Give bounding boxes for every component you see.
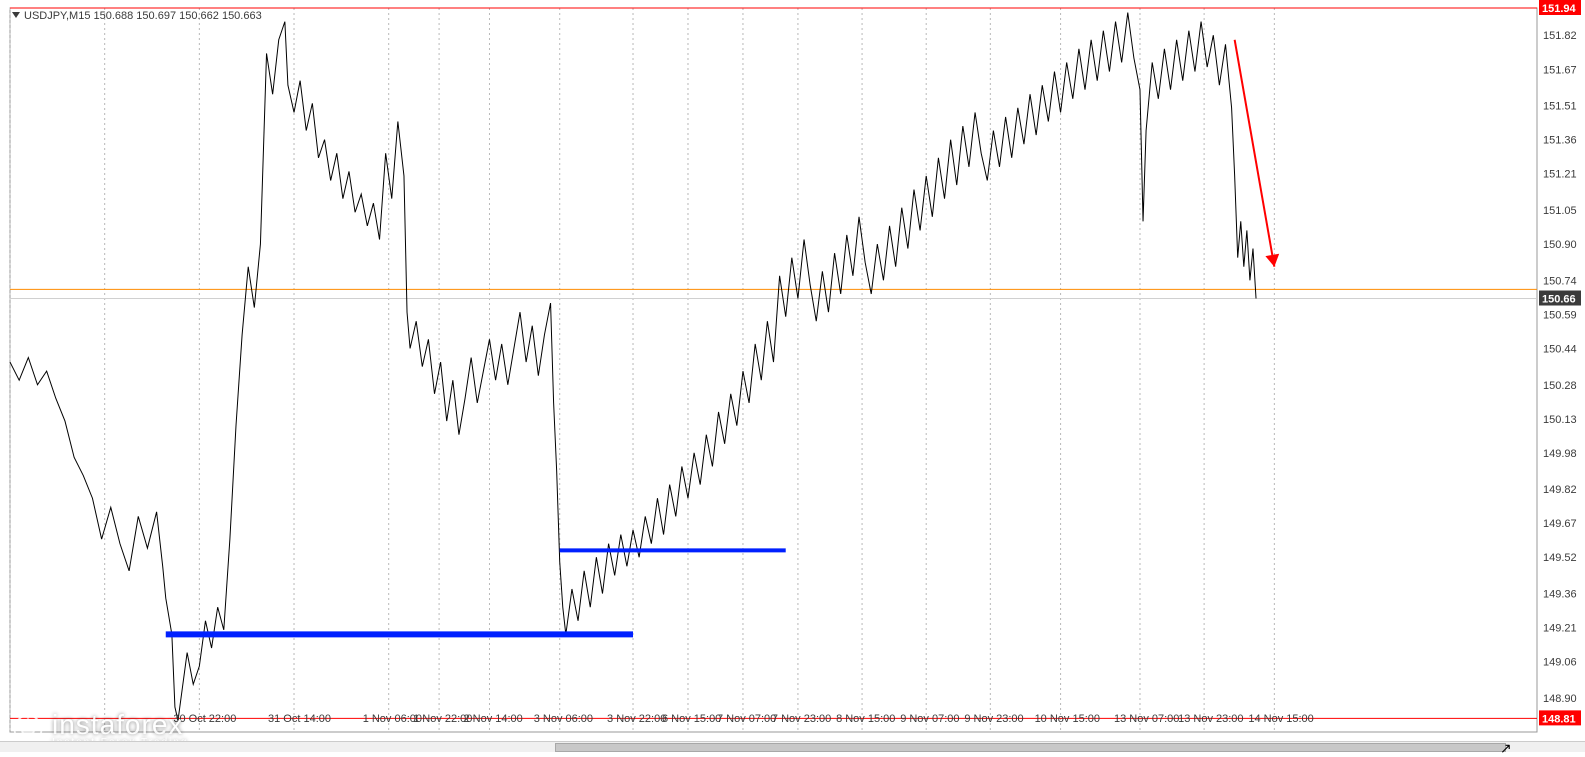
svg-text:151.82: 151.82 (1543, 30, 1577, 42)
svg-text:USDJPY,M15 150.688 150.697 15: USDJPY,M15 150.688 150.697 150.662 150.6… (24, 10, 262, 22)
svg-text:150.66: 150.66 (1542, 294, 1576, 306)
svg-text:3 Nov 22:00: 3 Nov 22:00 (607, 713, 666, 725)
svg-text:150.28: 150.28 (1543, 380, 1577, 392)
svg-text:148.81: 148.81 (1542, 713, 1576, 725)
price-chart-svg[interactable]: 151.82 151.67 151.51 151.36 151.21 151.05 150.… (0, 0, 1585, 752)
svg-text:151.94: 151.94 (1542, 3, 1577, 15)
svg-text:151.51: 151.51 (1543, 101, 1577, 113)
svg-text:149.06: 149.06 (1543, 657, 1577, 669)
svg-text:2 Nov 14:00: 2 Nov 14:00 (463, 713, 522, 725)
svg-text:150.44: 150.44 (1543, 343, 1577, 355)
svg-text:3 Nov 06:00: 3 Nov 06:00 (534, 713, 593, 725)
svg-text:149.52: 149.52 (1543, 552, 1577, 564)
svg-text:30 Oct 22:00: 30 Oct 22:00 (173, 713, 236, 725)
svg-text:150.90: 150.90 (1543, 239, 1577, 251)
svg-text:151.67: 151.67 (1543, 64, 1577, 76)
svg-text:9 Nov 07:00: 9 Nov 07:00 (900, 713, 959, 725)
svg-text:13 Nov 07:00: 13 Nov 07:00 (1114, 713, 1179, 725)
svg-text:8 Nov 15:00: 8 Nov 15:00 (836, 713, 895, 725)
scrollbar-thumb[interactable] (555, 743, 1506, 752)
svg-text:150.13: 150.13 (1543, 414, 1577, 426)
svg-text:151.21: 151.21 (1543, 169, 1577, 181)
svg-text:150.74: 150.74 (1543, 275, 1577, 287)
svg-text:9 Nov 23:00: 9 Nov 23:00 (964, 713, 1023, 725)
svg-text:149.36: 149.36 (1543, 589, 1577, 601)
svg-text:6 Nov 15:00: 6 Nov 15:00 (662, 713, 721, 725)
svg-text:149.98: 149.98 (1543, 448, 1577, 460)
svg-text:13 Nov 23:00: 13 Nov 23:00 (1178, 713, 1243, 725)
svg-text:149.67: 149.67 (1543, 518, 1577, 530)
svg-text:151.05: 151.05 (1543, 205, 1577, 217)
svg-text:14 Nov 15:00: 14 Nov 15:00 (1248, 713, 1313, 725)
svg-text:150.59: 150.59 (1543, 309, 1577, 321)
svg-text:31 Oct 14:00: 31 Oct 14:00 (268, 713, 331, 725)
svg-text:7 Nov 23:00: 7 Nov 23:00 (772, 713, 831, 725)
chart-container[interactable]: 151.82 151.67 151.51 151.36 151.21 151.05 150.… (0, 0, 1585, 752)
svg-text:148.90: 148.90 (1543, 693, 1577, 705)
svg-text:10 Nov 15:00: 10 Nov 15:00 (1035, 713, 1100, 725)
svg-text:7 Nov 07:00: 7 Nov 07:00 (717, 713, 776, 725)
svg-text:151.36: 151.36 (1543, 135, 1577, 147)
horizontal-scrollbar[interactable] (0, 741, 1585, 752)
svg-text:149.21: 149.21 (1543, 623, 1577, 635)
svg-text:149.82: 149.82 (1543, 484, 1577, 496)
